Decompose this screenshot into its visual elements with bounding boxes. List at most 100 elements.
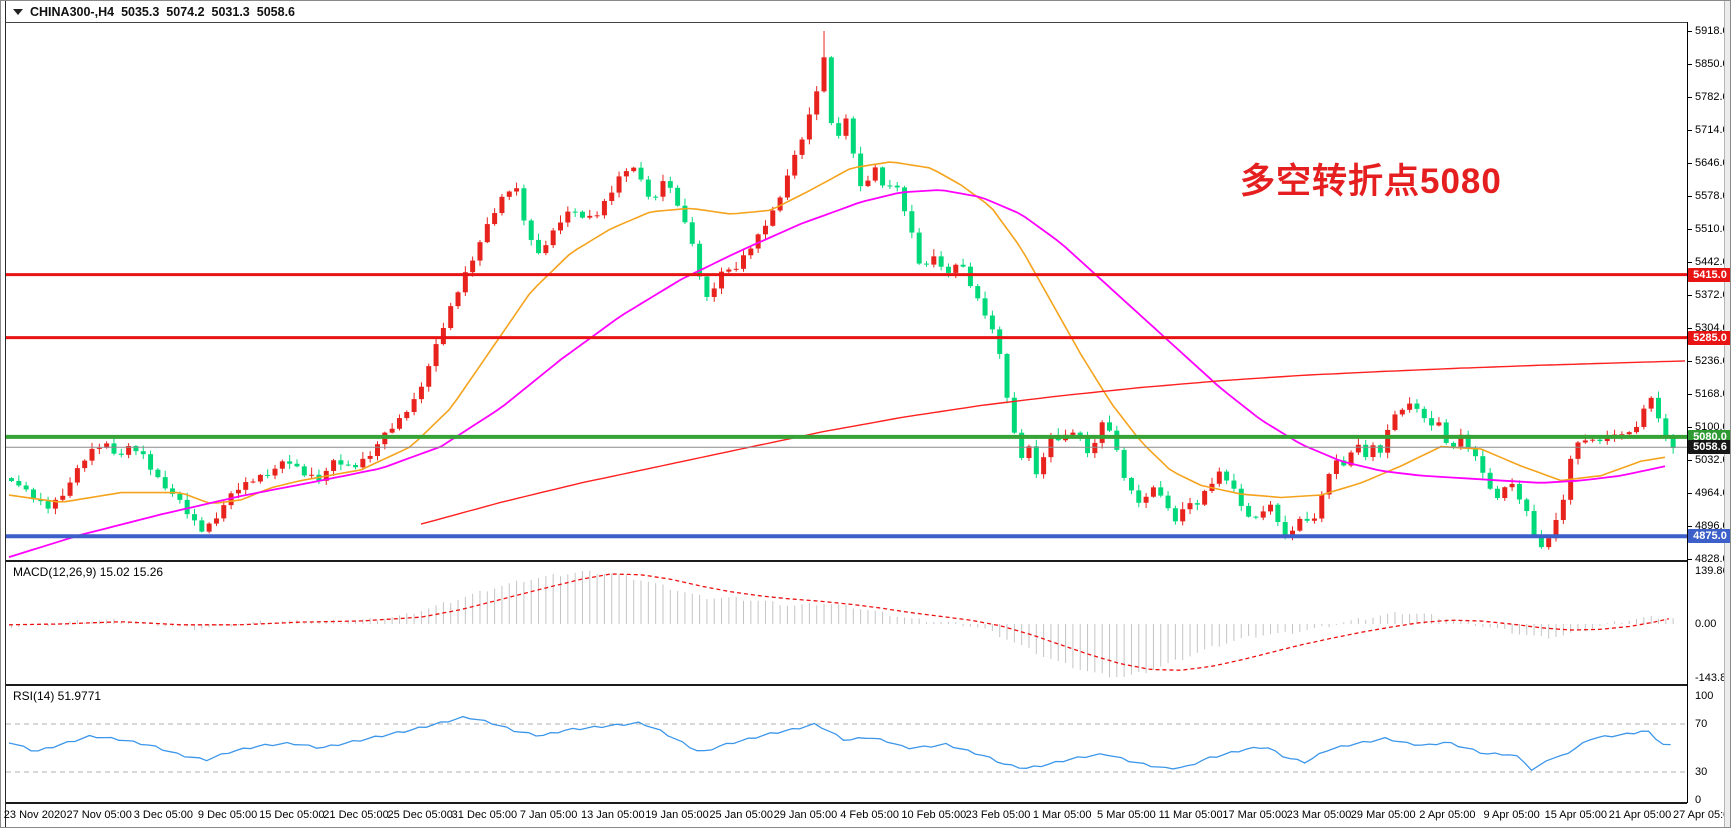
candle-body <box>170 488 176 494</box>
candle-body <box>162 477 168 489</box>
candle-body <box>843 118 849 136</box>
candle-body <box>836 123 842 136</box>
quote-low: 5031.3 <box>211 4 250 19</box>
candle-body <box>1026 446 1032 459</box>
pane-divider[interactable] <box>6 560 1687 562</box>
rsi-chart[interactable] <box>6 686 1687 801</box>
candle-body <box>719 271 725 289</box>
candle-body <box>257 474 263 482</box>
candle-body <box>60 495 66 500</box>
candle-body <box>89 448 95 461</box>
candle-body <box>411 399 417 412</box>
price-tick-label: 5168.0 <box>1695 388 1729 401</box>
candle-body <box>1443 422 1449 443</box>
candle-body <box>1341 460 1347 466</box>
price-tick-mark <box>1688 558 1692 560</box>
candle-body <box>265 474 271 476</box>
price-tag-5058.6: 5058.6 <box>1688 440 1730 455</box>
pane-divider[interactable] <box>6 684 1687 686</box>
candle-body <box>1114 430 1120 450</box>
price-axis[interactable]: 5918.0 5850.0 5782.0 5714.0 5646.0 5578.0 5510… <box>1688 1 1731 827</box>
candle-body <box>667 181 673 188</box>
candle-body <box>250 481 256 483</box>
candle-body <box>1656 397 1661 419</box>
candle-body <box>74 468 80 483</box>
candle-body <box>213 518 219 524</box>
candle-body <box>1509 483 1515 488</box>
price-tick-label: 5442.0 <box>1695 255 1729 268</box>
candle-body <box>309 474 315 476</box>
candle-body <box>1246 505 1252 517</box>
candle-body <box>645 179 651 197</box>
plot-left-border <box>5 1 6 827</box>
candle-body <box>1553 519 1559 539</box>
candle-body <box>118 453 124 455</box>
candle-body <box>872 167 878 181</box>
price-tag-5415.0: 5415.0 <box>1688 267 1730 282</box>
candle-body <box>1363 444 1369 458</box>
price-tick-mark <box>1688 526 1692 528</box>
candle-body <box>396 418 402 429</box>
candle-body <box>660 181 666 197</box>
candle-body <box>1268 504 1274 512</box>
time-tick-label: 10 Feb 05:00 <box>901 809 967 821</box>
time-axis[interactable]: 23 Nov 2020 27 Nov 05:00 3 Dec 05:00 9 Dec … <box>4 804 1730 827</box>
time-tick-label: 9 Dec 05:00 <box>197 809 258 821</box>
candle-body <box>653 196 659 198</box>
price-tick-mark <box>1688 328 1692 330</box>
candle-body <box>638 167 644 180</box>
price-tick-mark <box>1688 162 1692 164</box>
price-tick-label: 4828.0 <box>1695 552 1729 565</box>
candle-body <box>1414 403 1420 409</box>
candle-body <box>623 171 629 177</box>
candle-body <box>45 501 51 509</box>
candle-body <box>1319 494 1325 519</box>
price-tick-mark <box>1688 261 1692 263</box>
time-tick-label: 13 Jan 05:00 <box>580 809 645 821</box>
candle-body <box>894 185 900 188</box>
rsi-pane[interactable]: RSI(14) 51.9771 <box>6 686 1687 801</box>
candle-body <box>1604 437 1610 442</box>
macd-chart[interactable] <box>6 562 1687 683</box>
price-pane[interactable]: 多空转折点5080 <box>6 23 1687 560</box>
candle-body <box>887 185 893 187</box>
candle-body <box>1355 444 1361 453</box>
candle-body <box>1385 429 1391 453</box>
candle-body <box>1421 408 1427 419</box>
chart-header: CHINA300-,H4 5035.3 5074.2 5031.3 5058.6 <box>6 1 1730 22</box>
rsi-axis-label: 70 <box>1695 718 1708 730</box>
ma-line-mid-magenta <box>8 189 1666 558</box>
candle-body <box>9 478 14 482</box>
candle-body <box>748 248 754 256</box>
candle-body <box>1121 449 1127 478</box>
candle-body <box>228 493 234 506</box>
macd-axis-label: 0.00 <box>1695 618 1717 630</box>
candle-body <box>126 446 132 455</box>
price-tick-label: 5372.0 <box>1695 289 1729 302</box>
candle-body <box>426 366 432 387</box>
price-tick-mark <box>1688 460 1692 462</box>
candle-body <box>235 489 241 494</box>
quote-close: 5058.6 <box>256 4 295 19</box>
price-tick-mark <box>1688 129 1692 131</box>
candle-body <box>1648 397 1654 409</box>
candle-body <box>272 468 278 476</box>
chevron-down-icon[interactable] <box>13 8 23 15</box>
candlestick-chart[interactable] <box>6 23 1687 560</box>
candle-body <box>1216 471 1222 484</box>
candle-body <box>1407 403 1413 410</box>
candle-body <box>96 447 102 449</box>
candle-body <box>858 153 864 187</box>
price-tick-mark <box>1688 96 1692 98</box>
rsi-axis-label: 0 <box>1695 794 1702 806</box>
annotation-text: 多空转折点5080 <box>1240 162 1502 201</box>
macd-pane[interactable]: MACD(12,26,9) 15.02 15.26 <box>6 562 1687 683</box>
time-tick-label: 15 Apr 05:00 <box>1544 809 1607 821</box>
candle-body <box>1202 490 1208 505</box>
symbol-timeframe-label: CHINA300-,H4 <box>30 4 115 19</box>
candle-body <box>1033 446 1039 475</box>
macd-axis-label: -143.82 <box>1695 672 1731 684</box>
candle-body <box>199 520 205 532</box>
candle-body <box>741 255 746 269</box>
macd-signal-line <box>8 573 1670 671</box>
